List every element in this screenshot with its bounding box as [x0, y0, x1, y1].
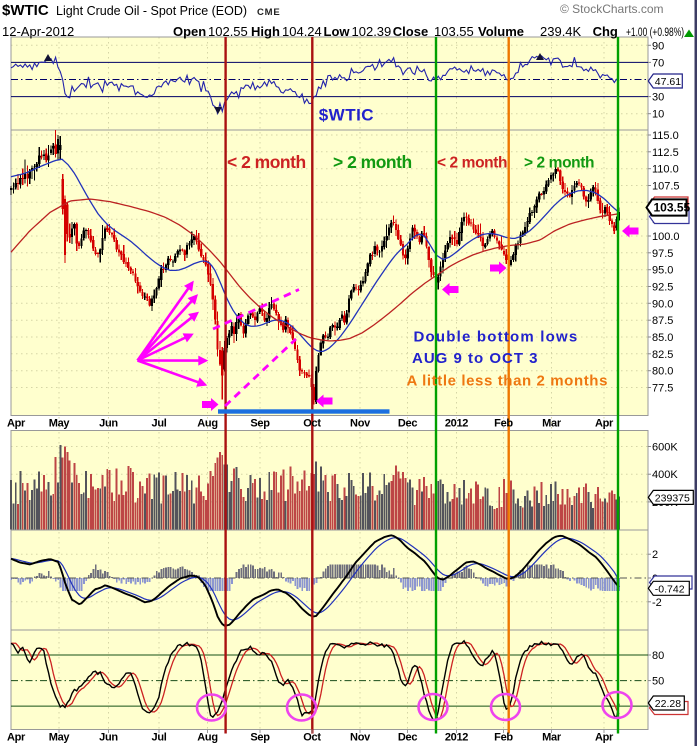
svg-text:Jun: Jun [99, 732, 118, 744]
svg-text:Nov: Nov [350, 418, 371, 430]
svg-text:102.55: 102.55 [208, 24, 248, 39]
svg-text:Mar: Mar [542, 418, 562, 430]
svg-text:80.0: 80.0 [652, 366, 673, 378]
svg-text:Dec: Dec [398, 732, 417, 744]
svg-text:< 2 month: < 2 month [437, 155, 507, 172]
svg-text:> 2 month: > 2 month [524, 155, 594, 172]
svg-text:95.0: 95.0 [652, 265, 673, 277]
svg-text:50: 50 [652, 676, 664, 688]
svg-text:82.5: 82.5 [652, 349, 673, 361]
svg-text:12-Apr-2012: 12-Apr-2012 [2, 24, 74, 39]
svg-text:Oct: Oct [303, 418, 321, 430]
svg-text:Apr: Apr [595, 418, 614, 430]
svg-text:-2: -2 [652, 597, 662, 609]
svg-text:103.55: 103.55 [434, 24, 474, 39]
svg-text:90: 90 [652, 40, 664, 52]
svg-text:CME: CME [257, 7, 281, 18]
svg-text:Double bottom lows: Double bottom lows [414, 329, 579, 346]
svg-text:100.0: 100.0 [652, 231, 680, 243]
svg-text:Apr: Apr [7, 732, 26, 744]
svg-text:Low: Low [324, 24, 351, 39]
svg-text:47.61: 47.61 [655, 76, 681, 88]
svg-text:Feb: Feb [494, 418, 513, 430]
svg-text:+1.00 (+0.98%): +1.00 (+0.98%) [626, 27, 684, 39]
svg-text:400K: 400K [652, 469, 678, 481]
svg-text:Close: Close [393, 24, 428, 39]
svg-text:2012: 2012 [445, 418, 468, 430]
svg-text:Mar: Mar [542, 732, 562, 744]
svg-text:10: 10 [652, 109, 664, 121]
svg-text:May: May [49, 418, 71, 430]
svg-text:239.4K: 239.4K [540, 24, 582, 39]
svg-text:Aug: Aug [197, 418, 217, 430]
svg-text:Apr: Apr [7, 418, 26, 430]
svg-text:Aug: Aug [197, 732, 217, 744]
svg-text:Oct: Oct [303, 732, 321, 744]
svg-text:AUG 9 to OCT 3: AUG 9 to OCT 3 [412, 350, 539, 367]
svg-text:77.5: 77.5 [652, 383, 673, 395]
svg-text:Nov: Nov [350, 732, 371, 744]
svg-text:Dec: Dec [398, 418, 417, 430]
svg-text:600K: 600K [652, 442, 678, 454]
svg-text:2012: 2012 [445, 732, 468, 744]
svg-text:$WTIC: $WTIC [2, 2, 49, 19]
svg-text:Light Crude Oil - Spot Price (: Light Crude Oil - Spot Price (EOD) [56, 4, 247, 18]
svg-text:239375: 239375 [655, 492, 690, 504]
svg-text:87.5: 87.5 [652, 315, 673, 327]
svg-text:Apr: Apr [595, 732, 614, 744]
svg-text:$WTIC: $WTIC [319, 106, 374, 125]
svg-text:Sep: Sep [250, 732, 270, 744]
svg-text:Chg: Chg [593, 24, 618, 39]
svg-text:Jul: Jul [152, 418, 167, 430]
svg-text:Jun: Jun [99, 418, 118, 430]
svg-text:110.0: 110.0 [652, 164, 679, 176]
svg-text:Open: Open [173, 24, 206, 39]
svg-text:85.0: 85.0 [652, 332, 673, 344]
svg-text:Volume: Volume [478, 24, 524, 39]
svg-text:May: May [49, 732, 71, 744]
svg-text:Sep: Sep [250, 418, 270, 430]
svg-text:112.5: 112.5 [652, 147, 679, 159]
svg-text:30: 30 [652, 92, 664, 104]
svg-text:104.24: 104.24 [282, 24, 322, 39]
svg-text:80: 80 [652, 650, 664, 662]
svg-text:Jul: Jul [152, 732, 167, 744]
svg-text:90.0: 90.0 [652, 298, 673, 310]
svg-text:22.28: 22.28 [655, 698, 681, 710]
svg-text:97.5: 97.5 [652, 248, 673, 260]
svg-text:115.0: 115.0 [652, 130, 679, 142]
svg-text:© StockCharts.com: © StockCharts.com [560, 2, 664, 16]
svg-text:< 2 month: < 2 month [227, 152, 306, 172]
svg-text:A little less than 2 months: A little less than 2 months [407, 373, 609, 390]
svg-text:Feb: Feb [494, 732, 513, 744]
svg-text:70: 70 [652, 57, 664, 69]
svg-text:-0.742: -0.742 [655, 583, 685, 595]
svg-text:107.5: 107.5 [652, 181, 680, 193]
svg-text:High: High [251, 24, 280, 39]
svg-text:102.39: 102.39 [352, 24, 392, 39]
svg-text:103.55: 103.55 [654, 201, 691, 215]
svg-text:92.5: 92.5 [652, 282, 673, 294]
svg-text:> 2 month: > 2 month [333, 152, 412, 172]
svg-text:2: 2 [652, 549, 658, 561]
